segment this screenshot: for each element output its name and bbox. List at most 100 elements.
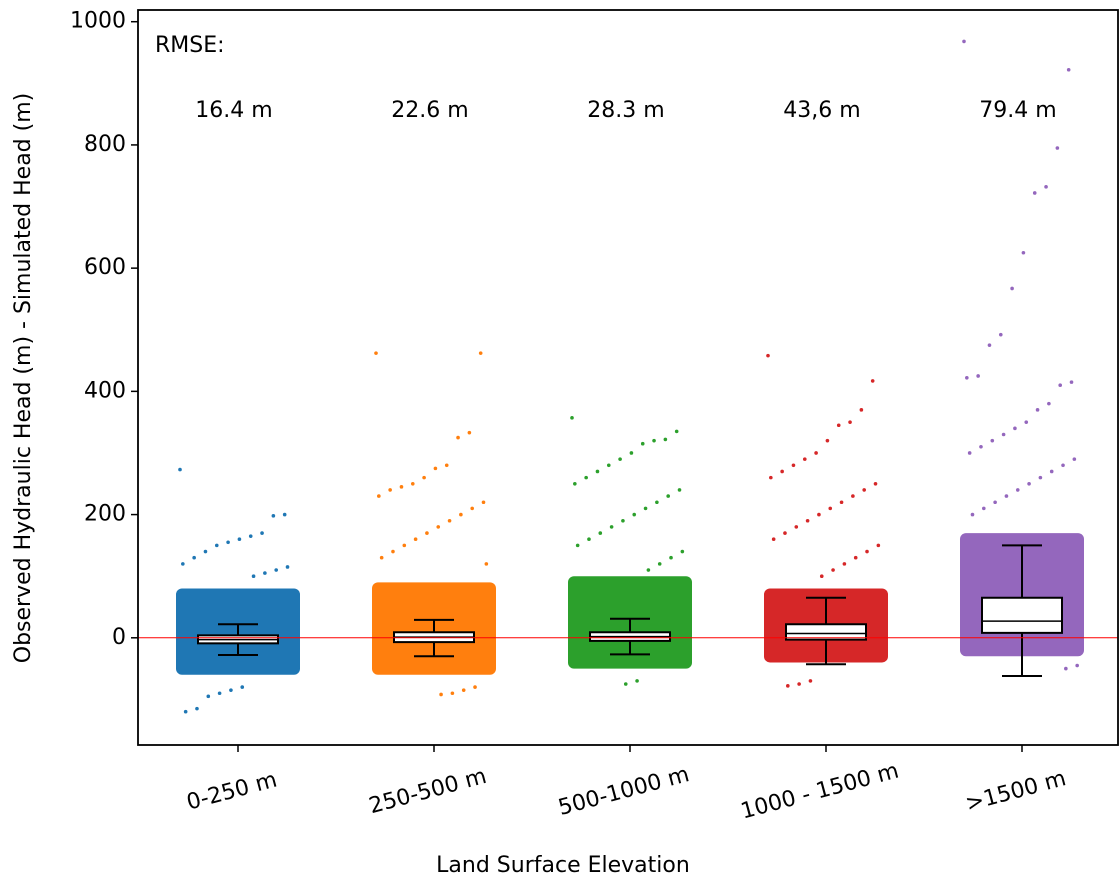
point [391,549,395,554]
x-tick-label: 500-1000 m [556,762,692,821]
point [481,500,486,505]
point [828,506,833,511]
point [425,531,429,535]
point [1004,494,1009,498]
point [1013,426,1017,431]
point [646,568,651,572]
annotation-title: RMSE: [155,33,225,58]
y-tick-label: 600 [84,255,126,280]
x-tick-label: 250-500 m [367,764,490,819]
point [1075,663,1079,668]
point [388,488,392,492]
point [865,549,869,554]
point [970,512,975,517]
point [609,525,614,529]
point [677,488,682,492]
point [635,679,639,683]
annotation: 16.4 m [195,98,272,123]
x-axis-label: Land Surface Elevation [436,853,690,878]
point [192,555,196,560]
annotation: 28.3 m [587,98,664,123]
point [780,469,784,474]
point [853,555,858,560]
point [570,416,574,420]
x-tick-label: 0-250 m [184,767,280,815]
point [640,441,645,446]
point [802,457,807,461]
point [990,438,995,443]
point [260,531,264,535]
point [669,555,673,560]
y-tick-label: 800 [84,132,126,157]
point [1015,488,1020,492]
point [1058,383,1062,388]
point [1049,469,1054,474]
point [976,374,980,378]
point [206,694,211,699]
point [410,481,415,486]
point [817,512,821,517]
point [652,438,656,443]
point [402,543,407,548]
point [643,506,648,511]
point [794,525,799,529]
point [240,685,245,689]
point [979,445,983,449]
point [791,463,796,468]
point [1027,481,1031,486]
point [436,525,441,529]
point [655,500,659,505]
point [459,512,463,517]
y-tick-label: 1000 [70,9,126,34]
point [808,679,813,683]
point [461,688,466,692]
point [965,376,969,380]
point [229,688,233,692]
point [374,351,378,355]
point [998,332,1003,337]
annotation: 43,6 m [783,98,860,123]
point [839,500,844,505]
point [447,518,452,523]
point [248,534,253,538]
point [1066,67,1071,72]
point [621,518,625,523]
point [439,692,443,697]
point [1024,420,1029,424]
y-tick-label: 200 [84,502,126,527]
y-axis-label: Observed Hydraulic Head (m) - Simulated … [11,93,36,663]
point [876,543,881,548]
point [967,451,972,455]
point [285,565,290,569]
point [271,514,276,518]
point [214,543,219,548]
point [226,540,230,545]
box [981,596,1063,634]
x-tick-label: >1500 m [963,766,1069,817]
point [377,494,381,498]
point [473,685,477,689]
point [674,429,679,434]
point [274,568,278,572]
point [783,531,787,535]
point [1072,457,1077,461]
point [203,549,208,554]
point [632,512,637,517]
point [399,485,404,489]
point [962,39,966,44]
point [629,451,634,455]
box [785,623,867,641]
point [666,494,670,498]
point [181,562,185,566]
point [217,691,222,696]
point [444,463,449,468]
point [987,343,992,347]
point [1061,463,1065,468]
point [1055,146,1060,150]
point [413,537,418,542]
point [836,423,841,428]
annotation: 22.6 m [391,98,468,123]
point [993,500,997,505]
point [1064,666,1068,671]
